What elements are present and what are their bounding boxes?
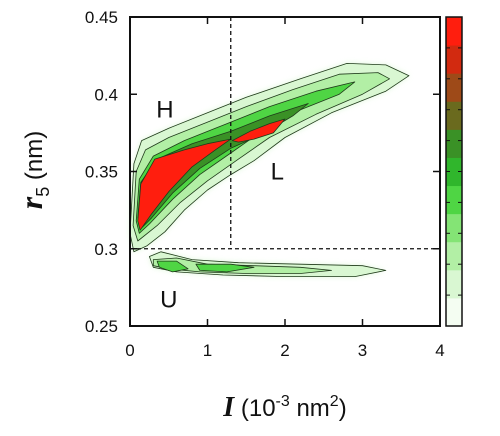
density-regions: [129, 63, 410, 277]
region-label-u: U: [160, 287, 177, 314]
colorbar-segment: [446, 213, 462, 243]
y-tick-label: 0.35: [85, 163, 118, 182]
colorbar: [445, 16, 463, 327]
region-label-h: H: [156, 97, 173, 124]
y-axis-label: r5 (nm): [13, 131, 53, 209]
y-axis-ticks: 0.25 0.3 0.35 0.4 0.45: [85, 8, 440, 336]
region-annotations: H L U: [156, 97, 284, 314]
x-axis-label: I (10-3 nm2): [222, 392, 346, 423]
y-tick-label: 0.4: [94, 85, 118, 104]
colorbar-segment: [446, 101, 462, 130]
density-contour: [137, 138, 232, 231]
x-tick-label: 1: [203, 341, 212, 360]
x-axis-ticks: 0 1 2 3 4: [125, 17, 445, 360]
density-contour: [195, 263, 255, 273]
colorbar-segment: [446, 17, 462, 46]
colorbar-segment: [446, 129, 462, 158]
colorbar-segment: [446, 241, 462, 271]
x-tick-label: 3: [358, 341, 367, 360]
colorbar-segment: [446, 157, 462, 187]
y-tick-label: 0.3: [94, 240, 118, 259]
colorbar-segment: [446, 185, 462, 215]
x-tick-label: 0: [125, 341, 134, 360]
colorbar-segment: [446, 45, 462, 74]
reference-lines: [130, 17, 440, 250]
colorbar-segment: [446, 73, 462, 102]
region-label-l: L: [271, 159, 284, 186]
x-tick-label: 2: [280, 341, 289, 360]
colorbar-segment: [446, 269, 462, 299]
density-contour: [156, 260, 189, 273]
y-tick-label: 0.45: [85, 8, 118, 27]
colorbar-segment: [446, 297, 462, 327]
y-tick-label: 0.25: [85, 317, 118, 336]
density-contour: [231, 118, 286, 143]
x-tick-label: 4: [435, 341, 444, 360]
